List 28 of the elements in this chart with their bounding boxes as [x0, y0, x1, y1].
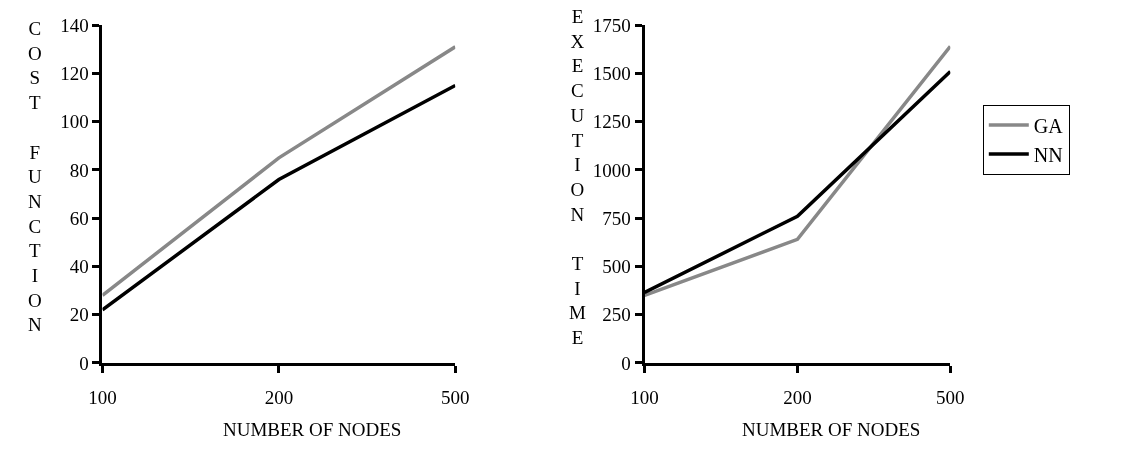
y-tick-label: 1000	[592, 159, 631, 181]
y-tick-label: 60	[69, 207, 89, 229]
y-tick-label: 100	[60, 111, 89, 133]
x-axis-title: NUMBER OF NODES	[223, 419, 402, 440]
text: EXECUTION TIME	[569, 6, 586, 349]
y-tick-label: 120	[60, 63, 89, 85]
x-tick-label: 200	[264, 386, 294, 408]
y-tick-label: 500	[602, 256, 631, 278]
x-tick-label: 100	[88, 386, 117, 408]
x-tick-label: 500	[936, 386, 965, 408]
text: COST FUNCTION	[28, 18, 42, 336]
x-tick-label: 200	[783, 386, 812, 408]
legend-label: GA	[1033, 114, 1064, 137]
x-axis-title: NUMBER OF NODES	[742, 419, 921, 440]
y-tick-label: 750	[602, 207, 631, 229]
y-tick-label: 1250	[592, 111, 631, 133]
y-tick-label: 0	[621, 352, 631, 374]
y-tick-label: 80	[69, 159, 89, 181]
y-tick-label: 40	[69, 256, 89, 278]
x-tick-label: 500	[441, 386, 470, 408]
y-tick-label: 20	[69, 304, 89, 326]
y-tick-label: 0	[79, 352, 89, 374]
y-tick-label: 1750	[592, 14, 631, 36]
x-tick-label: 100	[630, 386, 659, 408]
y-tick-label: 250	[602, 304, 631, 326]
y-tick-label: 140	[60, 14, 89, 36]
legend-label: NN	[1033, 143, 1063, 166]
y-tick-label: 1500	[592, 63, 631, 85]
